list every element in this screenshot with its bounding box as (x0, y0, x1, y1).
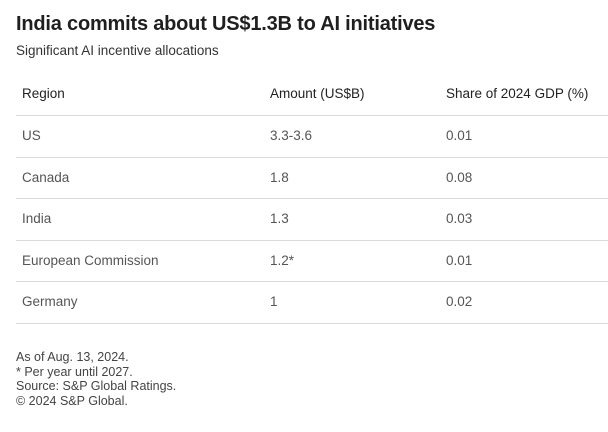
column-header-gdp-share: Share of 2024 GDP (%) (446, 86, 589, 101)
region-cell: Germany (22, 294, 78, 309)
region-cell: European Commission (22, 252, 159, 268)
gdp-share-cell: 0.01 (446, 252, 473, 268)
footnotes: As of Aug. 13, 2024. * Per year until 20… (16, 350, 176, 408)
table-row: Canada 1.8 0.08 (16, 158, 608, 199)
region-cell: Canada (22, 169, 70, 185)
footnote-source: Source: S&P Global Ratings. (16, 379, 177, 393)
amount-cell: 1.3 (270, 211, 289, 226)
table-row: Germany 1 0.02 (16, 282, 608, 324)
table-header-row: Region Amount (US$B) Share of 2024 GDP (… (16, 74, 608, 116)
gdp-share-cell: 0.01 (446, 128, 473, 143)
footnote-copyright: © 2024 S&P Global. (16, 393, 128, 408)
chart-subtitle: Significant AI incentive allocations (16, 43, 219, 58)
amount-cell: 1 (270, 294, 278, 309)
table-row: European Commission 1.2* 0.01 (16, 241, 608, 282)
gdp-share-cell: 0.03 (446, 211, 473, 226)
region-cell: US (22, 128, 41, 143)
amount-cell: 3.3-3.6 (270, 128, 313, 143)
chart-title: India commits about US$1.3B to AI initia… (16, 13, 436, 35)
column-header-amount: Amount (US$B) (270, 86, 365, 101)
amount-cell: 1.8 (270, 169, 289, 185)
amount-cell: 1.2* (270, 252, 295, 268)
table-row: India 1.3 0.03 (16, 199, 608, 241)
gdp-share-cell: 0.02 (446, 294, 473, 309)
region-cell: India (22, 211, 52, 226)
column-header-region: Region (22, 86, 65, 101)
table-row: US 3.3-3.6 0.01 (16, 116, 608, 158)
data-table: Region Amount (US$B) Share of 2024 GDP (… (16, 74, 608, 324)
footnote-asterisk: * Per year until 2027. (16, 364, 133, 379)
footnote-date: As of Aug. 13, 2024. (16, 350, 129, 364)
gdp-share-cell: 0.08 (446, 169, 473, 185)
